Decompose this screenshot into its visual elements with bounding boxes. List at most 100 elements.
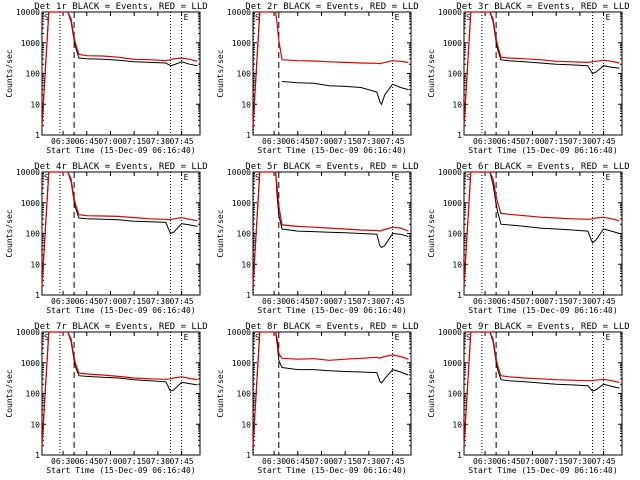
- corner-label-start: S: [466, 173, 471, 182]
- y-tick-label: 1: [246, 451, 251, 460]
- x-tick-label: 06:45: [286, 457, 310, 466]
- y-axis-label: Counts/sec: [216, 369, 225, 417]
- panel-title: Det 2r BLACK = Events, RED = LLD: [245, 2, 418, 12]
- lld-series-line: [463, 171, 620, 286]
- corner-label-end: E: [395, 13, 400, 22]
- events-series-line: [41, 331, 198, 446]
- plot-frame: [463, 331, 623, 456]
- x-tick-label: 07:45: [170, 297, 194, 306]
- lld-series-line: [41, 331, 198, 446]
- x-tick-label: 07:30: [357, 137, 381, 146]
- y-tick-label: 1: [457, 451, 462, 460]
- x-tick-label: 07:00: [98, 137, 122, 146]
- x-tick-label: 07:45: [592, 297, 616, 306]
- x-axis-label: Start Time (15-Dec-09 06:16:40): [468, 306, 617, 315]
- y-tick-label: 10: [452, 100, 462, 109]
- y-tick-label: 10: [241, 100, 251, 109]
- x-axis-label: Start Time (15-Dec-09 06:16:40): [257, 466, 406, 475]
- lld-series-line: [252, 171, 409, 286]
- events-series-line: [463, 11, 620, 126]
- y-tick-label: 10: [241, 260, 251, 269]
- y-tick-label: 10: [30, 100, 40, 109]
- x-tick-label: 06:45: [286, 137, 310, 146]
- x-tick-label: 07:30: [568, 457, 592, 466]
- x-tick-label: 06:30: [473, 137, 497, 146]
- x-tick-label: 07:00: [520, 297, 544, 306]
- x-tick-label: 07:15: [333, 297, 357, 306]
- x-tick-label: 06:30: [473, 297, 497, 306]
- corner-label-end: E: [606, 13, 611, 22]
- corner-label-start: S: [466, 13, 471, 22]
- plot-frame: [41, 171, 201, 296]
- y-axis-label: Counts/sec: [427, 369, 436, 417]
- corner-label-start: S: [255, 173, 260, 182]
- y-tick-label: 10000: [16, 328, 40, 337]
- plot-frame: [463, 11, 623, 136]
- y-tick-label: 10000: [16, 8, 40, 17]
- x-tick-label: 06:30: [262, 137, 286, 146]
- x-tick-label: 07:15: [544, 457, 568, 466]
- x-tick-label: 06:45: [75, 297, 99, 306]
- y-tick-label: 100: [237, 230, 252, 239]
- y-tick-label: 10000: [438, 168, 462, 177]
- y-tick-label: 10: [30, 420, 40, 429]
- y-tick-label: 1000: [232, 359, 251, 368]
- y-tick-label: 100: [26, 390, 41, 399]
- x-tick-label: 07:30: [568, 137, 592, 146]
- x-tick-label: 06:30: [262, 297, 286, 306]
- corner-label-end: E: [606, 333, 611, 342]
- x-tick-label: 07:00: [309, 137, 333, 146]
- y-tick-label: 100: [237, 70, 252, 79]
- y-tick-label: 10: [452, 260, 462, 269]
- y-tick-label: 10: [30, 260, 40, 269]
- x-axis-label: Start Time (15-Dec-09 06:16:40): [46, 146, 195, 155]
- y-tick-label: 10000: [438, 328, 462, 337]
- x-tick-label: 06:30: [473, 457, 497, 466]
- x-tick-label: 06:30: [51, 137, 75, 146]
- detector-panel: Det 3r BLACK = Events, RED = LLD 1 10 100 10…: [427, 2, 630, 155]
- corner-label-end: E: [184, 173, 189, 182]
- y-tick-label: 100: [26, 230, 41, 239]
- corner-label-end: E: [395, 333, 400, 342]
- corner-label-end: E: [184, 13, 189, 22]
- y-tick-label: 100: [26, 70, 41, 79]
- x-tick-label: 07:00: [520, 137, 544, 146]
- panel-title: Det 4r BLACK = Events, RED = LLD: [34, 162, 207, 172]
- y-tick-label: 10000: [227, 328, 251, 337]
- events-series-line: [41, 11, 198, 126]
- y-tick-label: 1: [457, 291, 462, 300]
- y-axis-label: Counts/sec: [5, 209, 14, 257]
- x-tick-label: 07:45: [592, 137, 616, 146]
- detector-panel: Det 1r BLACK = Events, RED = LLD 1 10 100 10…: [5, 2, 208, 155]
- x-tick-label: 07:15: [122, 457, 146, 466]
- x-tick-label: 06:45: [497, 297, 521, 306]
- events-series-line: [463, 171, 620, 286]
- x-tick-label: 07:30: [146, 297, 170, 306]
- x-tick-label: 06:30: [262, 457, 286, 466]
- y-tick-label: 100: [448, 230, 463, 239]
- x-tick-label: 06:45: [286, 297, 310, 306]
- x-axis-label: Start Time (15-Dec-09 06:16:40): [468, 466, 617, 475]
- x-tick-label: 07:45: [170, 137, 194, 146]
- plot-frame: [252, 331, 412, 456]
- y-axis-label: Counts/sec: [5, 369, 14, 417]
- panel-title: Det 8r BLACK = Events, RED = LLD: [245, 322, 418, 332]
- y-tick-label: 1000: [21, 199, 40, 208]
- y-tick-label: 1: [246, 131, 251, 140]
- corner-label-end: E: [395, 173, 400, 182]
- x-tick-label: 07:30: [146, 137, 170, 146]
- y-tick-label: 1000: [21, 359, 40, 368]
- y-axis-label: Counts/sec: [5, 49, 14, 97]
- x-axis-label: Start Time (15-Dec-09 06:16:40): [46, 466, 195, 475]
- x-tick-label: 06:30: [51, 457, 75, 466]
- y-tick-label: 1000: [21, 39, 40, 48]
- detector-panel: Det 8r BLACK = Events, RED = LLD 1 10 100 10…: [216, 322, 419, 475]
- x-tick-label: 07:30: [357, 457, 381, 466]
- y-tick-label: 1: [457, 131, 462, 140]
- plot-frame: [41, 331, 201, 456]
- panel-title: Det 9r BLACK = Events, RED = LLD: [456, 322, 629, 332]
- y-tick-label: 1: [35, 451, 40, 460]
- x-tick-label: 07:15: [544, 297, 568, 306]
- x-tick-label: 07:00: [309, 457, 333, 466]
